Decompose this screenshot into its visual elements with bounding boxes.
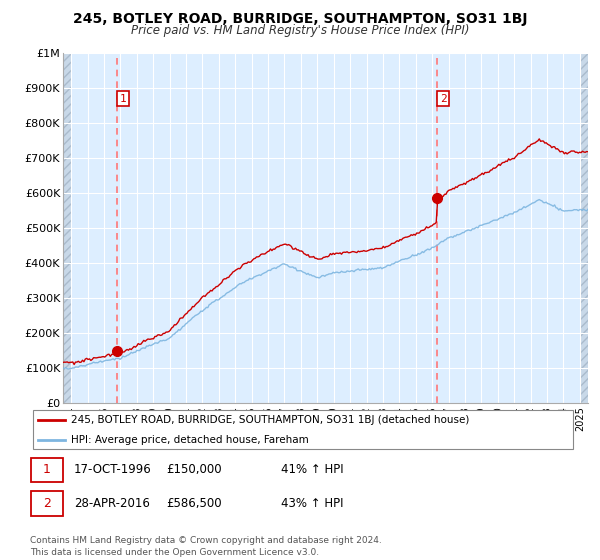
FancyBboxPatch shape: [31, 491, 63, 516]
Text: 1: 1: [119, 94, 126, 104]
FancyBboxPatch shape: [31, 458, 63, 482]
Text: HPI: Average price, detached house, Fareham: HPI: Average price, detached house, Fare…: [71, 435, 309, 445]
Text: Contains HM Land Registry data © Crown copyright and database right 2024.
This d: Contains HM Land Registry data © Crown c…: [30, 536, 382, 557]
Text: £586,500: £586,500: [167, 497, 222, 510]
Text: 245, BOTLEY ROAD, BURRIDGE, SOUTHAMPTON, SO31 1BJ (detached house): 245, BOTLEY ROAD, BURRIDGE, SOUTHAMPTON,…: [71, 415, 469, 425]
Text: 17-OCT-1996: 17-OCT-1996: [74, 463, 151, 477]
Bar: [580, 53, 588, 403]
Text: 2: 2: [440, 94, 446, 104]
Text: 2: 2: [43, 497, 51, 510]
Text: 28-APR-2016: 28-APR-2016: [74, 497, 149, 510]
Text: 245, BOTLEY ROAD, BURRIDGE, SOUTHAMPTON, SO31 1BJ: 245, BOTLEY ROAD, BURRIDGE, SOUTHAMPTON,…: [73, 12, 527, 26]
Text: £150,000: £150,000: [167, 463, 222, 477]
Bar: [63, 53, 71, 403]
FancyBboxPatch shape: [33, 410, 573, 449]
Text: 41% ↑ HPI: 41% ↑ HPI: [281, 463, 344, 477]
Text: Price paid vs. HM Land Registry's House Price Index (HPI): Price paid vs. HM Land Registry's House …: [131, 24, 469, 36]
Text: 43% ↑ HPI: 43% ↑ HPI: [281, 497, 344, 510]
Text: 1: 1: [43, 463, 51, 477]
